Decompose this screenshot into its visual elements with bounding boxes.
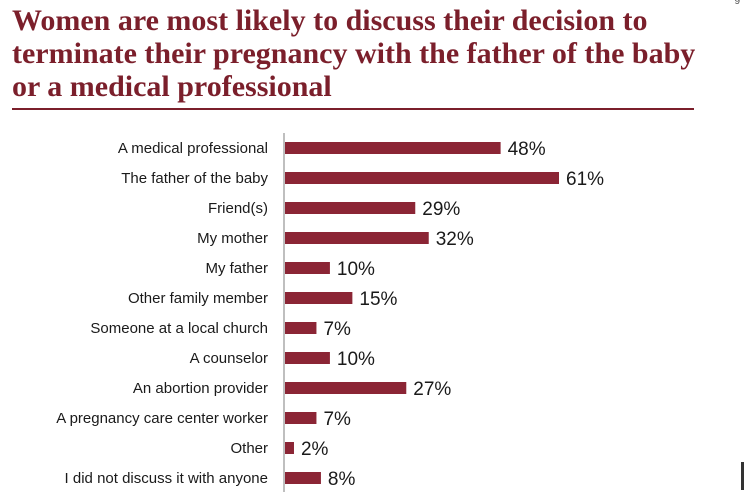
value-label: 10%: [337, 349, 375, 370]
category-label: Friend(s): [208, 200, 268, 217]
bar: [285, 472, 321, 484]
slide-title: Women are most likely to discuss their d…: [12, 4, 696, 103]
bar: [285, 262, 330, 274]
category-label: Someone at a local church: [90, 320, 268, 337]
value-label: 8%: [328, 469, 356, 490]
bar: [285, 292, 353, 304]
scroll-marker: [741, 462, 744, 490]
bar: [285, 202, 416, 214]
title-underline: [12, 108, 694, 110]
category-label: My mother: [197, 230, 268, 247]
bar: [285, 382, 407, 394]
bar: [285, 232, 429, 244]
value-label: 7%: [323, 409, 351, 430]
category-label: Other family member: [128, 290, 268, 307]
bar: [285, 142, 501, 154]
page-number: 9: [734, 0, 740, 7]
category-label: An abortion provider: [133, 380, 268, 397]
category-label: My father: [205, 260, 268, 277]
value-label: 32%: [436, 229, 474, 250]
bar: [285, 412, 317, 424]
category-label: The father of the baby: [121, 170, 268, 187]
value-label: 27%: [413, 379, 451, 400]
value-label: 10%: [337, 259, 375, 280]
value-label: 15%: [359, 289, 397, 310]
value-label: 61%: [566, 169, 604, 190]
category-label: A pregnancy care center worker: [56, 410, 268, 427]
category-label: A medical professional: [118, 140, 268, 157]
value-label: 48%: [508, 139, 546, 160]
value-label: 7%: [323, 319, 351, 340]
category-label: A counselor: [190, 350, 268, 367]
bar: [285, 172, 559, 184]
value-label: 2%: [301, 439, 329, 460]
value-label: 29%: [422, 199, 460, 220]
category-label: I did not discuss it with anyone: [65, 470, 268, 487]
category-label: Other: [230, 440, 268, 457]
bar: [285, 442, 294, 454]
bar: [285, 352, 330, 364]
bar: [285, 322, 317, 334]
